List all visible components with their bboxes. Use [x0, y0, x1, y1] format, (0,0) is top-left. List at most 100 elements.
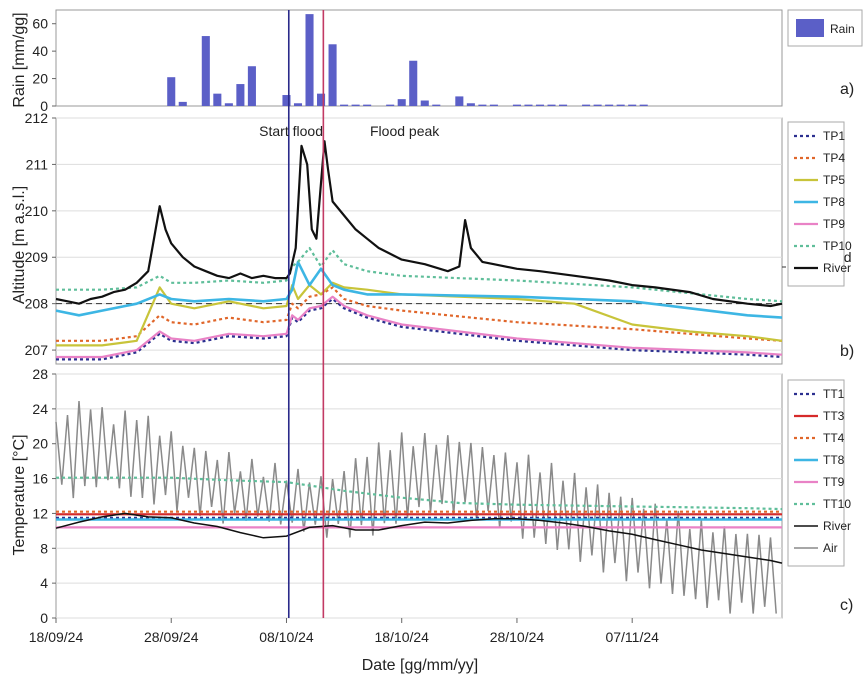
date-axis-label: Date [gg/mm/yy] [362, 657, 478, 674]
rain-bar [605, 104, 614, 106]
temperature-axis-label: Temperature [°C] [11, 434, 28, 555]
rain-bar [213, 93, 222, 106]
rain-bar [420, 100, 429, 106]
legend-temperature: TT1 TT3 TT4 TT8 TT9 TT10 River Air [787, 379, 851, 567]
altitude-series-river [55, 140, 783, 308]
altitude-axis-label: Altitude [m a.s.l.] [11, 186, 28, 304]
rain-bar [409, 60, 418, 106]
legend-altitude-label: River [823, 261, 851, 275]
temperature-y-tick-label: 20 [32, 436, 48, 452]
rain-bar [535, 104, 545, 106]
rain-bar [593, 104, 602, 106]
flood-event-lines [287, 10, 325, 618]
date-tick-label: 28/09/24 [144, 629, 199, 645]
legend-rain-swatch [796, 19, 824, 37]
rain-axis-label: Rain [mm/gg] [11, 12, 28, 107]
rain-bar [340, 104, 349, 106]
panel-a-plot: 0 20 40 60 [32, 14, 648, 114]
rain-bar [178, 101, 187, 106]
legend-temperature-label: TT1 [823, 387, 845, 401]
legend-altitude-label: TP8 [823, 195, 845, 209]
rain-bar [247, 66, 256, 106]
rain-y-tick-label: 60 [32, 16, 48, 32]
rain-bar [282, 95, 291, 106]
temperature-y-tick-label: 24 [32, 401, 48, 417]
legend-temperature-label: TT9 [823, 475, 845, 489]
temperature-y-tick-label: 4 [40, 575, 48, 591]
panel-c-label: c) [840, 597, 853, 614]
temperature-y-tick-label: 12 [32, 505, 48, 521]
legend-altitude: TP1 TP4 TP5 TP8 TP9 TP10 River [787, 121, 852, 287]
rain-bar [547, 104, 556, 106]
temperature-series-river [55, 512, 783, 564]
rain-bar [455, 96, 464, 106]
rain-bar [582, 104, 591, 106]
date-tick-label: 18/09/24 [29, 629, 84, 645]
altitude-y-tick-label: 211 [26, 156, 49, 172]
altitude-y-tick-label: 212 [25, 110, 49, 126]
rain-bar [363, 104, 372, 106]
rain-bar [397, 99, 406, 106]
rain-bar [639, 104, 648, 106]
legend-temperature-label: TT4 [823, 431, 845, 445]
rain-y-tick-label: 40 [32, 43, 48, 59]
legend-altitude-label: TP4 [823, 151, 845, 165]
temperature-y-tick-label: 28 [32, 366, 48, 382]
rain-y-tick-label: 0 [40, 98, 48, 114]
rain-bar [293, 103, 303, 106]
altitude-series-tp10 [56, 246, 783, 303]
rain-bar [628, 104, 637, 106]
legend-altitude-label: TP10 [823, 239, 852, 253]
rain-bar [167, 77, 176, 106]
legend-altitude-label: TP1 [823, 129, 845, 143]
rain-bar [236, 84, 245, 106]
altitude-y-tick-label: 209 [25, 249, 49, 265]
panel-b-plot: 207 208 209 210 211 212 [25, 110, 783, 361]
temperature-y-tick-label: 0 [40, 610, 48, 626]
rain-bar [201, 36, 210, 106]
legend-temperature-label: Air [823, 541, 838, 555]
rain-bar [478, 104, 487, 106]
legend-altitude-label: TP5 [823, 173, 845, 187]
altitude-series-tp8 [55, 260, 783, 319]
rain-bar [432, 104, 441, 106]
altitude-series-tp9 [56, 295, 783, 359]
legend-temperature-label: TT3 [823, 409, 845, 423]
legend-temperature-label: River [823, 519, 851, 533]
rain-bar [524, 104, 533, 106]
rain-bar [386, 104, 395, 106]
legend-altitude-label: TP9 [823, 217, 845, 231]
legend-altitude-box [787, 121, 845, 287]
panel-b-label: b) [840, 343, 854, 360]
rain-bar [559, 104, 568, 106]
legend-temperature-box [787, 379, 845, 567]
rain-bar [616, 104, 625, 106]
date-tick-label: 07/11/24 [605, 629, 659, 645]
date-tick-label: 28/10/24 [490, 629, 545, 645]
panel-a-label: a) [840, 81, 854, 98]
rain-bar [305, 14, 314, 106]
legend-rain: Rain [787, 9, 863, 47]
temperature-y-tick-label: 16 [32, 471, 48, 487]
altitude-series-tp4 [56, 286, 783, 342]
rain-bar [224, 103, 233, 106]
temperature-y-tick-label: 8 [40, 540, 48, 556]
rain-bar [466, 103, 475, 106]
altitude-y-tick-label: 210 [25, 203, 49, 219]
date-tick-label: 18/10/24 [374, 629, 429, 645]
legend-temperature-label: TT8 [823, 453, 845, 467]
rain-y-tick-label: 20 [32, 71, 48, 87]
rain-bar [512, 104, 521, 106]
altitude-y-tick-label: 208 [25, 296, 49, 312]
flood-peak-annotation: Flood peak [370, 123, 440, 139]
rain-bar [489, 104, 498, 106]
temperature-series-tt10 [56, 476, 783, 511]
panel-c-plot: 0 4 8 12 16 20 24 28 18/09/24 28/09/24 08/10/24 18/… [29, 366, 783, 645]
panel-a-frame [55, 9, 783, 107]
rain-bar [317, 93, 326, 106]
altitude-y-tick-label: 207 [25, 342, 49, 358]
date-tick-label: 08/10/24 [259, 629, 314, 645]
legend-temperature-label: TT10 [823, 497, 851, 511]
start-flood-annotation: Start flood [259, 123, 323, 139]
